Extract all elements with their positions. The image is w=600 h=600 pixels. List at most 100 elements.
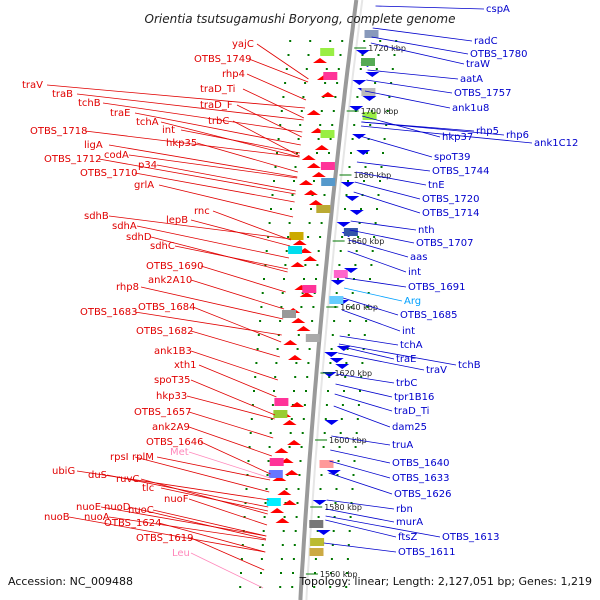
left-gene-label[interactable]: ank2A10 bbox=[148, 275, 192, 286]
left-gene-label[interactable]: OTBS_1690 bbox=[146, 261, 203, 272]
left-gene-label[interactable]: codA bbox=[104, 150, 129, 161]
left-gene-label[interactable]: OTBS_1682 bbox=[136, 326, 193, 337]
left-gene-label[interactable]: trbC bbox=[208, 116, 229, 127]
left-gene-label[interactable]: OTBS_1624 bbox=[104, 518, 161, 529]
right-gene-label[interactable]: trbC bbox=[396, 378, 417, 389]
left-gene-label[interactable]: yajC bbox=[232, 39, 254, 50]
right-gene-label[interactable]: radC bbox=[474, 36, 498, 47]
left-gene-label[interactable]: nuoB bbox=[44, 512, 70, 523]
right-gene-label[interactable]: int bbox=[408, 267, 421, 278]
left-gene-label[interactable]: rplM bbox=[132, 452, 154, 463]
left-gene-label[interactable]: nuoE bbox=[76, 502, 101, 513]
left-gene-label[interactable]: OTBS_1646 bbox=[146, 437, 203, 448]
left-gene-label[interactable]: traD_Ti bbox=[200, 84, 235, 95]
right-gene-label[interactable]: dam25 bbox=[392, 422, 427, 433]
left-gene-label[interactable]: xth1 bbox=[174, 360, 197, 371]
left-gene-label[interactable]: lepB bbox=[166, 215, 188, 226]
guide-dot bbox=[362, 348, 365, 350]
left-gene-label[interactable]: tlc bbox=[142, 483, 154, 494]
left-gene-label[interactable]: traD_F bbox=[200, 100, 233, 111]
right-gene-label[interactable]: aatA bbox=[460, 74, 483, 85]
right-gene-label[interactable]: OTBS_1720 bbox=[422, 194, 479, 205]
right-gene-label[interactable]: tchA bbox=[400, 340, 423, 351]
left-gene-label[interactable]: OTBS_1718 bbox=[30, 126, 87, 137]
right-gene-label[interactable]: ank1u8 bbox=[452, 103, 489, 114]
right-gene-label[interactable]: rhp6 bbox=[506, 130, 529, 141]
left-gene-label[interactable]: OTBS_1749 bbox=[194, 54, 251, 65]
right-gene-label[interactable]: OTBS_1626 bbox=[394, 489, 451, 500]
left-gene-label[interactable]: nuoF bbox=[164, 494, 189, 505]
left-gene-label[interactable]: rpsI bbox=[110, 452, 129, 463]
left-gene-label[interactable]: traE bbox=[110, 108, 130, 119]
left-gene-label[interactable]: hkp33 bbox=[156, 391, 187, 402]
left-gene-label[interactable]: nuoC bbox=[128, 505, 154, 516]
right-gene-label[interactable]: OTBS_1613 bbox=[442, 532, 499, 543]
right-gene-label[interactable]: OTBS_1685 bbox=[400, 310, 457, 321]
right-gene-label[interactable]: OTBS_1611 bbox=[398, 547, 455, 558]
left-gene-label[interactable]: ubiG bbox=[52, 466, 75, 477]
left-gene-label[interactable]: traV bbox=[22, 80, 43, 91]
right-gene-label[interactable]: ftsZ bbox=[398, 532, 417, 543]
left-gene-label[interactable]: sdhC bbox=[150, 241, 175, 252]
left-gene-label[interactable]: OTBS_1683 bbox=[80, 307, 137, 318]
right-gene-label[interactable]: murA bbox=[396, 517, 423, 528]
right-gene-label[interactable]: rbn bbox=[396, 504, 413, 515]
left-gene-label[interactable]: grlA bbox=[134, 180, 154, 191]
left-gene-label[interactable]: Met bbox=[170, 447, 189, 458]
left-gene-label[interactable]: OTBS_1684 bbox=[138, 302, 195, 313]
right-gene-label[interactable]: OTBS_1780 bbox=[470, 49, 527, 60]
right-gene-label[interactable]: truA bbox=[392, 440, 413, 451]
kbp-tick-label: 1680 kbp bbox=[354, 171, 392, 180]
left-gene-label[interactable]: OTBS_1657 bbox=[134, 407, 191, 418]
right-gene-label[interactable]: tchB bbox=[458, 360, 481, 371]
left-gene-label[interactable]: ruvC bbox=[116, 474, 139, 485]
left-gene-label[interactable]: tchB bbox=[78, 98, 101, 109]
right-gene-label[interactable]: nth bbox=[418, 225, 435, 236]
right-gene-label[interactable]: OTBS_1744 bbox=[432, 166, 489, 177]
right-gene-label[interactable]: hkp37 bbox=[442, 132, 473, 143]
left-gene-label[interactable]: sdhD bbox=[126, 232, 152, 243]
right-gene-label[interactable]: tpr1B16 bbox=[394, 392, 434, 403]
left-gene-label[interactable]: nuoD bbox=[104, 502, 131, 513]
left-gene-label[interactable]: sdhB bbox=[84, 211, 109, 222]
right-gene-label[interactable]: int bbox=[402, 326, 415, 337]
right-gene-label[interactable]: OTBS_1691 bbox=[408, 282, 465, 293]
left-gene-label[interactable]: hkp35 bbox=[166, 138, 197, 149]
left-gene-label[interactable]: OTBS_1710 bbox=[80, 168, 137, 179]
left-gene-label[interactable]: Leu bbox=[172, 548, 190, 559]
left-gene-label[interactable]: rhp4 bbox=[222, 69, 245, 80]
right-gene-label[interactable]: traW bbox=[466, 59, 490, 70]
right-gene-label[interactable]: Arg bbox=[404, 296, 421, 307]
left-gene-label[interactable]: spoT35 bbox=[154, 375, 191, 386]
right-gene-label[interactable]: ank1C12 bbox=[534, 138, 578, 149]
left-gene-label[interactable]: rnc bbox=[194, 206, 210, 217]
right-gene-label[interactable]: spoT39 bbox=[434, 152, 471, 163]
left-gene-label[interactable]: rhp8 bbox=[116, 282, 139, 293]
right-gene-label[interactable]: OTBS_1714 bbox=[422, 208, 479, 219]
right-gene-label[interactable]: traV bbox=[426, 365, 447, 376]
right-gene-label[interactable]: cspA bbox=[486, 4, 510, 15]
right-gene-label[interactable]: rhp5 bbox=[476, 126, 499, 137]
feature-block bbox=[302, 285, 317, 293]
left-gene-label[interactable]: sdhA bbox=[112, 221, 137, 232]
left-gene-label[interactable]: nuoA bbox=[84, 512, 110, 523]
right-gene-label[interactable]: traE bbox=[396, 354, 416, 365]
right-gene-label[interactable]: traD_Ti bbox=[394, 406, 429, 417]
right-gene-label[interactable]: aas bbox=[410, 252, 427, 263]
right-gene-label[interactable]: OTBS_1707 bbox=[416, 238, 473, 249]
left-gene-label[interactable]: tchA bbox=[136, 117, 159, 128]
right-gene-label[interactable]: OTBS_1757 bbox=[454, 88, 511, 99]
left-gene-label[interactable]: ank1B3 bbox=[154, 346, 192, 357]
kbp-tick-label: 1620 kbp bbox=[334, 369, 372, 378]
left-gene-label[interactable]: ank2A9 bbox=[152, 422, 190, 433]
left-gene-label[interactable]: OTBS_1712 bbox=[44, 154, 101, 165]
left-gene-label[interactable]: duS bbox=[88, 470, 107, 481]
left-gene-label[interactable]: p34 bbox=[138, 160, 157, 171]
left-gene-label[interactable]: ligA bbox=[84, 140, 103, 151]
left-gene-label[interactable]: OTBS_1619 bbox=[136, 533, 193, 544]
right-gene-label[interactable]: tnE bbox=[428, 180, 445, 191]
left-gene-label[interactable]: int bbox=[162, 125, 175, 136]
right-gene-label[interactable]: OTBS_1640 bbox=[392, 458, 449, 469]
left-gene-label[interactable]: traB bbox=[52, 89, 73, 100]
right-gene-label[interactable]: OTBS_1633 bbox=[392, 473, 449, 484]
